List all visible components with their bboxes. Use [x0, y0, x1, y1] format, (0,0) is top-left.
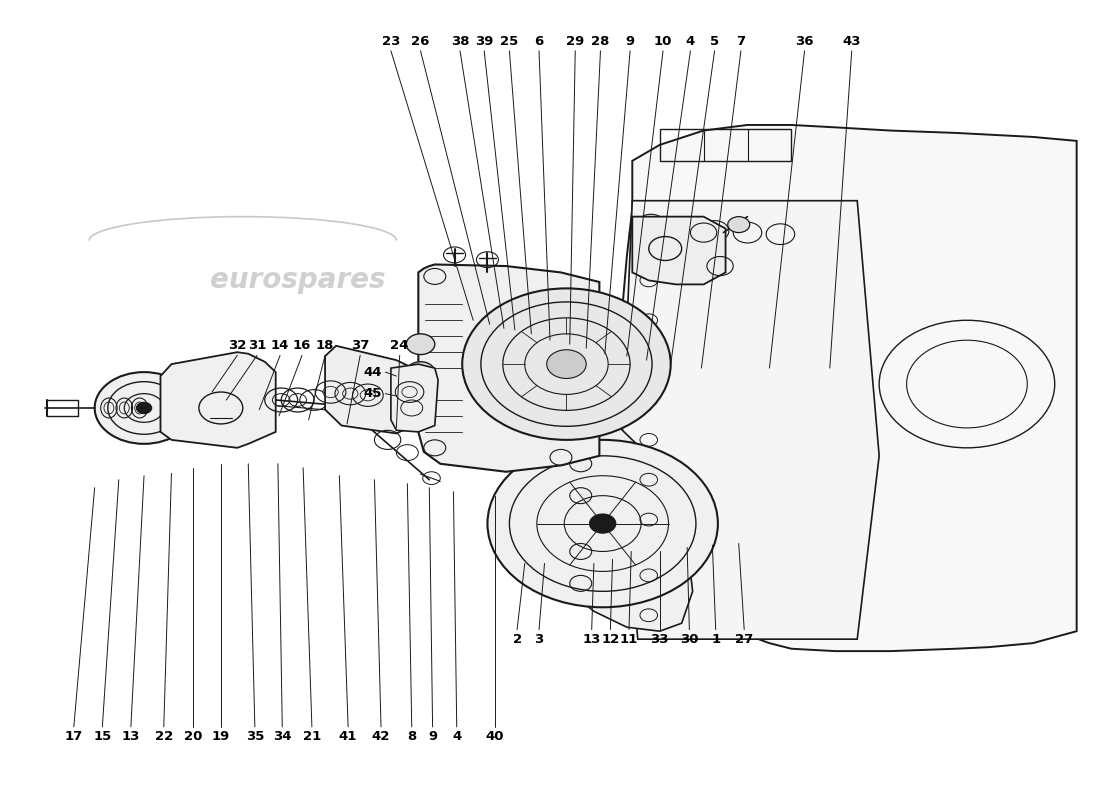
Text: 4: 4: [452, 730, 461, 743]
Text: 21: 21: [302, 730, 321, 743]
Circle shape: [406, 334, 434, 354]
Text: 5: 5: [710, 34, 719, 48]
Text: 14: 14: [271, 339, 289, 352]
Text: 36: 36: [795, 34, 814, 48]
Polygon shape: [616, 125, 1077, 651]
Circle shape: [136, 402, 152, 414]
Text: 3: 3: [535, 633, 543, 646]
Text: 32: 32: [228, 339, 246, 352]
Text: 20: 20: [184, 730, 202, 743]
Text: 27: 27: [735, 633, 754, 646]
Circle shape: [590, 514, 616, 533]
Polygon shape: [161, 352, 276, 448]
Text: 42: 42: [372, 730, 390, 743]
Polygon shape: [632, 217, 726, 285]
Circle shape: [95, 372, 194, 444]
Text: 24: 24: [390, 339, 409, 352]
Circle shape: [487, 440, 718, 607]
Text: 7: 7: [736, 34, 746, 48]
Polygon shape: [512, 408, 693, 631]
Text: 31: 31: [248, 339, 266, 352]
Text: 35: 35: [245, 730, 264, 743]
Text: 34: 34: [273, 730, 292, 743]
Text: 11: 11: [620, 633, 638, 646]
Circle shape: [728, 217, 750, 233]
Text: 39: 39: [475, 34, 494, 48]
Text: eurospares: eurospares: [594, 482, 769, 510]
Text: 29: 29: [566, 34, 584, 48]
Text: 8: 8: [407, 730, 417, 743]
Text: 26: 26: [411, 34, 430, 48]
Text: 44: 44: [363, 366, 382, 378]
Polygon shape: [326, 346, 412, 434]
Text: 13: 13: [122, 730, 140, 743]
Text: 23: 23: [382, 34, 400, 48]
Text: 12: 12: [602, 633, 619, 646]
Circle shape: [547, 350, 586, 378]
Text: 18: 18: [316, 339, 334, 352]
Text: 19: 19: [211, 730, 230, 743]
Text: 40: 40: [486, 730, 505, 743]
Text: 16: 16: [293, 339, 311, 352]
Text: 4: 4: [685, 34, 695, 48]
Text: 43: 43: [843, 34, 861, 48]
Text: 2: 2: [513, 633, 521, 646]
Circle shape: [462, 288, 671, 440]
Text: 15: 15: [94, 730, 111, 743]
Text: 10: 10: [653, 34, 672, 48]
Polygon shape: [621, 201, 879, 639]
Text: 28: 28: [592, 34, 609, 48]
Text: 33: 33: [650, 633, 669, 646]
Text: 30: 30: [680, 633, 698, 646]
Text: 9: 9: [626, 34, 635, 48]
Text: 38: 38: [451, 34, 470, 48]
Text: 17: 17: [65, 730, 82, 743]
Text: 45: 45: [363, 387, 382, 400]
Text: 22: 22: [155, 730, 173, 743]
Text: 37: 37: [351, 339, 370, 352]
Text: 6: 6: [535, 34, 543, 48]
Text: 1: 1: [711, 633, 720, 646]
Text: 9: 9: [428, 730, 437, 743]
Text: eurospares: eurospares: [210, 266, 385, 294]
Text: 25: 25: [500, 34, 518, 48]
Circle shape: [406, 362, 434, 382]
Polygon shape: [418, 265, 600, 472]
Text: 41: 41: [339, 730, 358, 743]
Polygon shape: [390, 364, 438, 432]
Text: 13: 13: [583, 633, 601, 646]
